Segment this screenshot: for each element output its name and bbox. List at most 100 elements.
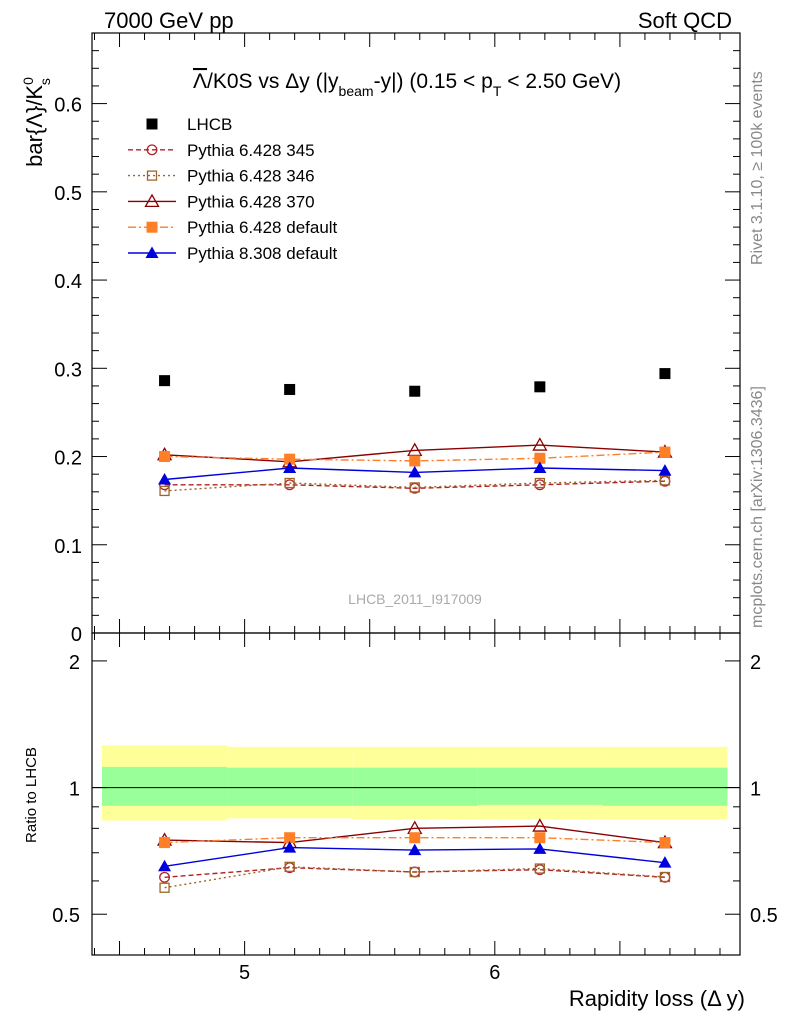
ratio-series-1 (159, 861, 671, 893)
main-data-point (283, 461, 297, 473)
main-data-point (159, 451, 171, 463)
uncertainty-band-green (227, 767, 353, 806)
main-data-point (659, 446, 671, 458)
legend: LHCB Pythia 6.428 345 Pythia 6.428 346 Pyth… (128, 115, 338, 263)
ratio-data-point (284, 832, 296, 844)
mcplots-label: mcplots.cern.ch [arXiv:1306.3436] (749, 386, 766, 628)
title-sub-beam: beam (339, 83, 374, 99)
main-y-tick-label: 0.5 (54, 183, 82, 205)
legend-label: LHCB (187, 115, 232, 134)
header-right: Soft QCD (638, 8, 732, 33)
legend-label: Pythia 6.428 346 (187, 167, 315, 186)
legend-marker (146, 170, 158, 181)
title-part-c: < 2.50 GeV) (501, 70, 621, 93)
ratio-y-tick-label: 0.5 (52, 905, 80, 927)
ratio-data-point (534, 863, 545, 874)
ratio-series-4 (158, 841, 672, 872)
main-data-point (534, 477, 545, 489)
main-series-5 (158, 461, 672, 485)
main-ylabel-sub: s (37, 78, 53, 85)
main-data-point (533, 461, 547, 473)
legend-label: Pythia 6.428 default (187, 218, 338, 237)
ratio-data-point (409, 866, 420, 878)
x-tick-label: 6 (489, 962, 500, 984)
ratio-y-tick-label-right: 2 (750, 652, 761, 674)
main-data-point (284, 383, 296, 395)
legend-item: Pythia 6.428 370 (128, 192, 315, 211)
x-axis-label: Rapidity loss (Δ y) (569, 986, 745, 1011)
main-series-line (164, 480, 665, 490)
uncertainty-band-green (102, 766, 228, 806)
ratio-data-point (158, 859, 172, 872)
title-lambda-bar: Λ (193, 70, 207, 93)
main-y-tick-label: 0.4 (54, 271, 82, 293)
uncertainty-band-green (477, 767, 603, 805)
legend-marker (146, 144, 158, 156)
main-y-tick-label: 0.1 (54, 536, 82, 558)
ratio-data-point (658, 856, 672, 868)
title-part-a: /K0S vs Δy (|y (207, 70, 339, 93)
legend-item: Pythia 6.428 default (128, 218, 338, 237)
main-series-1 (159, 475, 671, 494)
ratio-y-tick-label-right: 1 (750, 779, 761, 801)
main-panel: 0 0.1 0.2 0.3 0.4 0.5 0.6 (54, 32, 741, 646)
main-data-point (408, 465, 422, 478)
ratio-data-point (533, 842, 547, 854)
ratio-data-point (159, 837, 171, 849)
ratio-data-point (532, 818, 548, 832)
main-data-point (658, 464, 672, 476)
ratio-data-point (409, 832, 421, 844)
main-y-tick-label: 0.6 (54, 95, 82, 117)
main-y-tick-label: 0.2 (54, 448, 82, 470)
main-series-line (164, 451, 665, 462)
main-data-point (407, 442, 423, 457)
main-data-point (534, 452, 546, 464)
legend-label: Pythia 8.308 default (187, 244, 338, 263)
plot-title: Λ/K0S vs Δy (|ybeam-y|) (0.15 < pT < 2.5… (193, 70, 621, 99)
main-ylabel-text: bar{Λ}/K (22, 85, 47, 167)
ratio-series-line (164, 837, 665, 844)
ratio-data-point (408, 843, 422, 856)
ratio-data-point (159, 871, 171, 883)
main-data-point (284, 453, 296, 465)
main-data-point (159, 485, 170, 497)
main-y-tick-label: 0.3 (54, 359, 82, 381)
analysis-watermark: LHCB_2011_I917009 (348, 591, 482, 607)
main-series-4 (159, 446, 671, 467)
main-ylabel-sup: 0 (20, 77, 36, 85)
ratio-data-point (159, 882, 170, 893)
title-sub-t: T (493, 83, 502, 99)
legend-marker (144, 193, 160, 208)
ratio-data-point (659, 837, 671, 849)
main-data-point (659, 475, 671, 486)
ratio-data-point (283, 841, 297, 853)
ratio-y-tick-label-right: 0.5 (750, 905, 778, 927)
main-series-line (164, 479, 665, 492)
legend-marker (145, 246, 159, 258)
legend-marker (146, 118, 158, 130)
rivet-label: Rivet 3.1.10, ≥ 100k events (749, 71, 766, 265)
legend-label: Pythia 6.428 345 (187, 141, 315, 160)
ratio-frame (91, 632, 741, 956)
ratio-y-tick-label: 2 (69, 652, 80, 674)
header-left: 7000 GeV pp (104, 8, 234, 33)
main-series-2 (159, 475, 671, 497)
main-series-0 (159, 368, 671, 397)
legend-item: Pythia 6.428 345 (128, 141, 315, 160)
ratio-data-point (659, 871, 671, 883)
ratio-panel: 0.5 0.5 1 1 2 2 5 6 (52, 632, 778, 984)
ratio-series-line (164, 825, 665, 844)
ratio-series-3 (159, 832, 671, 849)
main-data-point (284, 477, 295, 489)
main-data-point (534, 381, 546, 393)
uncertainty-band-green (602, 767, 728, 806)
legend-label: Pythia 6.428 370 (187, 192, 315, 211)
ratio-data-point (534, 832, 546, 844)
ratio-series-line (164, 866, 665, 889)
main-data-point (532, 437, 548, 451)
title-part-b: -y|) (0.15 < p (374, 70, 493, 93)
x-tick-label: 5 (239, 962, 250, 984)
uncertainty-band-green (352, 767, 478, 806)
legend-marker (146, 221, 158, 233)
